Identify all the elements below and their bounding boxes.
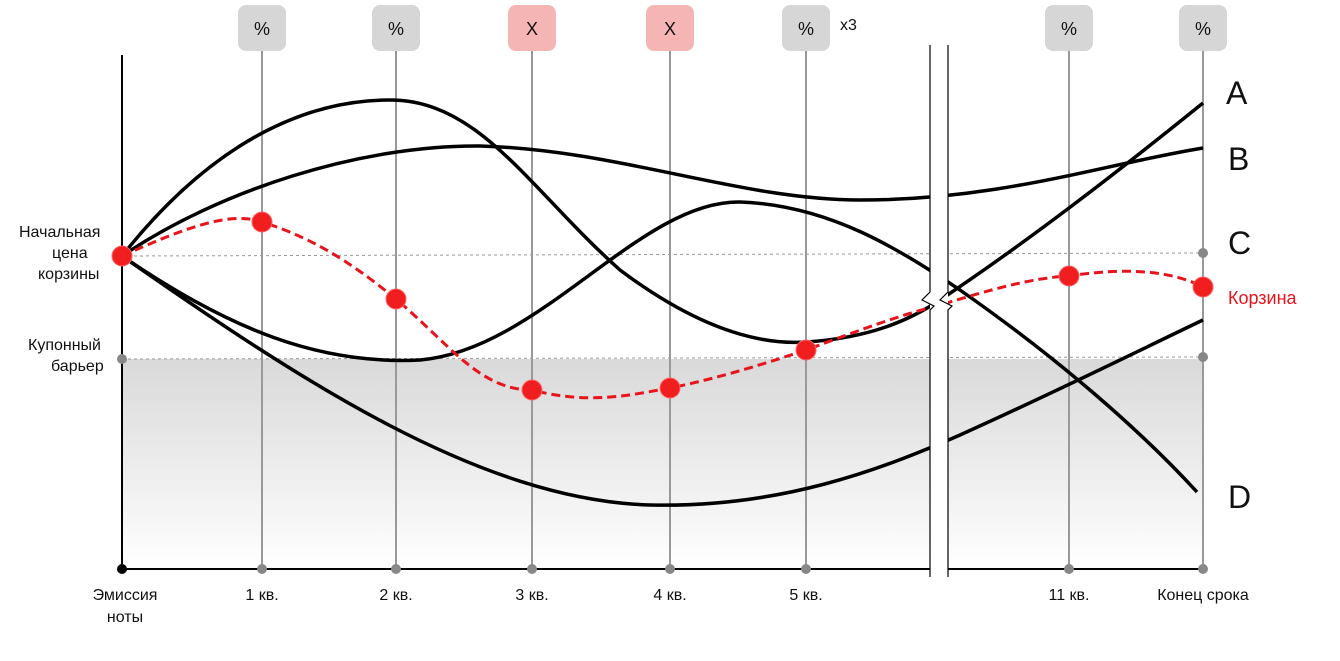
line-label: D bbox=[1228, 479, 1251, 515]
x-label: 5 кв. bbox=[789, 587, 822, 604]
path-d bbox=[120, 254, 1204, 507]
x-label: 3 кв. bbox=[515, 587, 548, 604]
badge-text: X bbox=[664, 19, 676, 39]
badge-text: % bbox=[254, 19, 270, 39]
badge bbox=[1045, 5, 1093, 51]
line-label: A bbox=[1226, 75, 1248, 111]
axis-break bbox=[920, 45, 954, 577]
line-label: C bbox=[1228, 225, 1251, 261]
coupon-barrier-label: Купонный барьер bbox=[28, 337, 104, 375]
x-label: Эмиссия bbox=[93, 587, 158, 604]
initial-price-label: Начальная цена корзины bbox=[19, 224, 100, 283]
basket-dot bbox=[251, 211, 273, 233]
path-b bbox=[121, 144, 1204, 258]
badge bbox=[508, 5, 556, 51]
axis-dot bbox=[1198, 564, 1208, 574]
axis-dot bbox=[391, 564, 401, 574]
badge bbox=[646, 5, 694, 51]
x-label: 11 кв. bbox=[1049, 587, 1090, 604]
axis-dot bbox=[527, 564, 537, 574]
basket-dot bbox=[385, 288, 407, 310]
badge-text: % bbox=[1061, 19, 1077, 39]
level-dot bbox=[1198, 248, 1208, 258]
basket-dot bbox=[659, 377, 681, 399]
break-gap bbox=[930, 40, 948, 580]
basket-label: Корзина bbox=[1228, 288, 1298, 308]
badge-text: % bbox=[1195, 19, 1211, 39]
x-label: 4 кв. bbox=[653, 587, 686, 604]
badge-text: % bbox=[388, 19, 404, 39]
badge-text: X bbox=[526, 19, 538, 39]
path-a bbox=[120, 98, 1205, 345]
x-label: Конец срока bbox=[1157, 587, 1249, 604]
repeat-note: x3 bbox=[840, 17, 857, 34]
line-label: B bbox=[1228, 141, 1249, 177]
level-dot bbox=[117, 354, 127, 364]
axis-dot bbox=[1064, 564, 1074, 574]
axis-dot bbox=[801, 564, 811, 574]
barrier-level bbox=[121, 356, 1204, 360]
basket-dot bbox=[1058, 265, 1080, 287]
basket-dot bbox=[521, 379, 543, 401]
x-label: ноты bbox=[107, 609, 143, 626]
basket-dot bbox=[1192, 276, 1214, 298]
badge bbox=[372, 5, 420, 51]
badge bbox=[238, 5, 286, 51]
badge-text: % bbox=[798, 19, 814, 39]
badge bbox=[1179, 5, 1227, 51]
basket-dot bbox=[795, 339, 817, 361]
badge bbox=[782, 5, 830, 51]
basket-path bbox=[121, 216, 1204, 400]
basket-dot bbox=[111, 245, 133, 267]
x-label: 1 кв. bbox=[245, 587, 278, 604]
path-c bbox=[121, 200, 1199, 494]
level-dot bbox=[1198, 352, 1208, 362]
initial-level bbox=[121, 252, 1204, 257]
axis-dot bbox=[665, 564, 675, 574]
axis-dot bbox=[257, 564, 267, 574]
x-label: 2 кв. bbox=[379, 587, 412, 604]
axis-dot bbox=[117, 564, 127, 574]
